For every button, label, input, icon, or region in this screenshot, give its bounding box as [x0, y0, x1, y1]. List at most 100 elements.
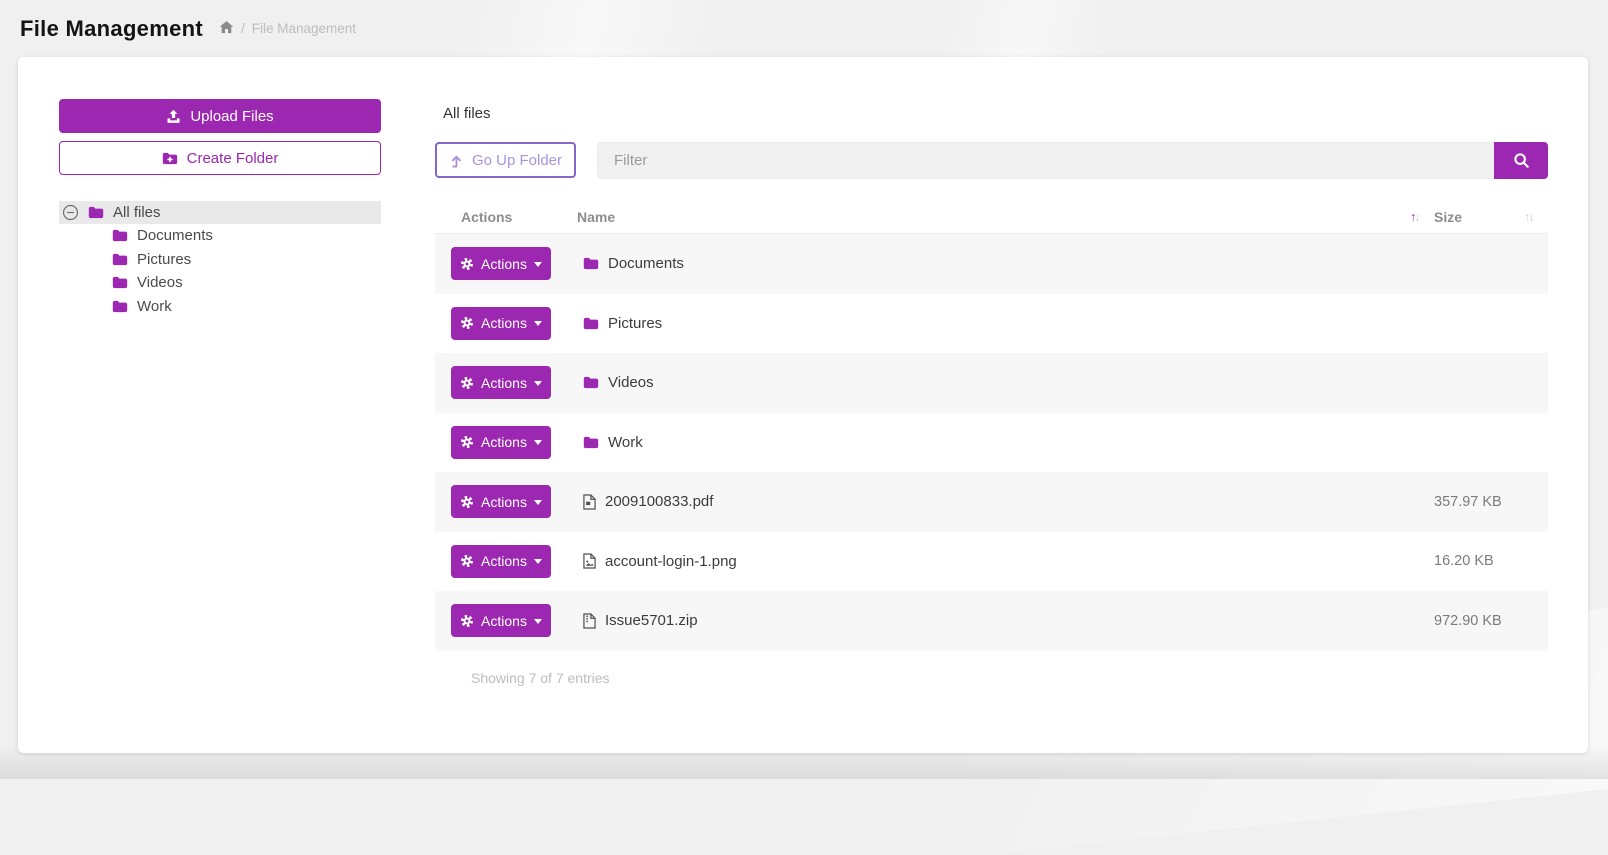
actions-dropdown-button[interactable]: Actions: [451, 306, 551, 340]
tree-item-label: Documents: [137, 227, 213, 245]
caret-down-icon: [533, 261, 542, 267]
arrow-up-icon: [451, 155, 461, 167]
actions-button-label: Actions: [481, 255, 527, 272]
file-name-cell[interactable]: account-login-1.png: [577, 553, 1410, 570]
table-row: Actions Pictures: [435, 294, 1548, 354]
file-name: Work: [608, 433, 643, 451]
file-manager-card: Upload Files Create Folder All files: [18, 57, 1588, 753]
search-button[interactable]: [1494, 142, 1548, 179]
tree-item-all-files[interactable]: All files: [59, 201, 381, 224]
caret-down-icon: [533, 618, 542, 624]
breadcrumb-current: File Management: [251, 21, 357, 36]
table-row: Actions account-login-1.png 16.20 KB: [435, 532, 1548, 592]
actions-button-label: Actions: [481, 315, 527, 332]
file-name: 2009100833.pdf: [605, 493, 714, 511]
create-folder-label: Create Folder: [186, 149, 279, 167]
go-up-folder-button[interactable]: Go Up Folder: [435, 142, 576, 178]
file-image-icon: [583, 553, 596, 569]
column-header-size[interactable]: Size: [1434, 209, 1463, 225]
filter-group: [597, 142, 1548, 179]
upload-files-label: Upload Files: [190, 107, 274, 125]
tree-item-label: All files: [113, 204, 161, 221]
file-name-cell[interactable]: 2009100833.pdf: [577, 493, 1410, 510]
page-header: File Management / File Management: [0, 0, 1608, 41]
folder-tree: All files Documents Pictures Videos Work: [59, 201, 381, 318]
table-header: Actions Name ↑ ↓ Size ↑ ↓: [435, 201, 1548, 234]
table-row: Actions Documents: [435, 234, 1548, 294]
folder-icon: [88, 206, 104, 219]
table-row: Actions Work: [435, 413, 1548, 473]
page-title: File Management: [20, 15, 203, 41]
folder-icon: [583, 258, 599, 270]
gear-icon: [461, 257, 474, 270]
files-table: Actions Name ↑ ↓ Size ↑ ↓ Actions Document…: [435, 201, 1548, 686]
actions-button-label: Actions: [481, 612, 527, 629]
file-name: account-login-1.png: [605, 552, 737, 570]
file-name: Pictures: [608, 314, 663, 332]
actions-dropdown-button[interactable]: Actions: [451, 485, 551, 519]
gear-icon: [461, 614, 474, 627]
actions-dropdown-button[interactable]: Actions: [451, 366, 551, 400]
go-up-folder-label: Go Up Folder: [471, 151, 563, 169]
current-folder-heading: All files: [443, 105, 491, 122]
folder-icon: [112, 253, 128, 265]
upload-files-button[interactable]: Upload Files: [59, 99, 381, 133]
file-name-cell[interactable]: Pictures: [577, 315, 1410, 332]
tree-item-label: Pictures: [137, 250, 192, 268]
file-name: Documents: [608, 255, 684, 273]
folder-icon: [583, 317, 599, 329]
folder-icon: [112, 277, 128, 289]
file-name-cell[interactable]: Work: [577, 434, 1410, 451]
tree-item-label: Videos: [137, 274, 183, 292]
actions-dropdown-button[interactable]: Actions: [451, 544, 551, 578]
toolbar: Go Up Folder: [435, 142, 1548, 179]
sidebar: Upload Files Create Folder All files: [59, 99, 381, 753]
file-zip-icon: [583, 613, 596, 629]
tree-item-pictures[interactable]: Pictures: [59, 248, 381, 272]
caret-down-icon: [533, 440, 542, 446]
main-panel: All files Go Up Folder Actio: [435, 99, 1548, 753]
folder-icon: [112, 300, 128, 312]
file-name-cell[interactable]: Documents: [577, 255, 1410, 272]
filter-input[interactable]: [597, 142, 1494, 179]
sort-icon-name[interactable]: ↑ ↓: [1410, 209, 1421, 224]
gear-icon: [461, 555, 474, 568]
file-name-cell[interactable]: Videos: [577, 374, 1410, 391]
breadcrumb-separator: /: [240, 21, 245, 36]
tree-item-documents[interactable]: Documents: [59, 224, 381, 248]
folder-icon: [112, 230, 128, 242]
tree-item-work[interactable]: Work: [59, 295, 381, 319]
tree-item-videos[interactable]: Videos: [59, 271, 381, 295]
search-icon: [1513, 153, 1529, 168]
actions-button-label: Actions: [481, 493, 527, 510]
column-header-name[interactable]: Name: [577, 209, 616, 225]
folder-plus-icon: [162, 152, 177, 164]
sort-icon-size[interactable]: ↑ ↓: [1524, 209, 1535, 224]
table-row: Actions Issue5701.zip 972.90 KB: [435, 591, 1548, 651]
tree-item-label: Work: [137, 297, 172, 315]
gear-icon: [461, 376, 474, 389]
column-header-actions: Actions: [461, 209, 513, 225]
caret-down-icon: [533, 321, 542, 327]
file-size: 16.20 KB: [1434, 553, 1494, 570]
gear-icon: [461, 495, 474, 508]
actions-dropdown-button[interactable]: Actions: [451, 425, 551, 459]
table-row: Actions 2009100833.pdf 357.97 KB: [435, 472, 1548, 532]
upload-icon: [167, 109, 180, 123]
folder-icon: [583, 436, 599, 448]
actions-button-label: Actions: [481, 553, 527, 570]
folder-icon: [583, 377, 599, 389]
actions-button-label: Actions: [481, 374, 527, 391]
actions-dropdown-button[interactable]: Actions: [451, 604, 551, 638]
home-icon[interactable]: [219, 20, 234, 35]
collapse-minus-icon[interactable]: [62, 204, 79, 221]
file-name: Issue5701.zip: [605, 612, 698, 630]
file-name-cell[interactable]: Issue5701.zip: [577, 612, 1410, 629]
gear-icon: [461, 436, 474, 449]
file-size: 357.97 KB: [1434, 493, 1502, 510]
create-folder-button[interactable]: Create Folder: [59, 141, 381, 175]
actions-dropdown-button[interactable]: Actions: [451, 247, 551, 281]
table-entries-summary: Showing 7 of 7 entries: [471, 669, 610, 686]
file-size: 972.90 KB: [1434, 612, 1502, 629]
table-row: Actions Videos: [435, 353, 1548, 413]
